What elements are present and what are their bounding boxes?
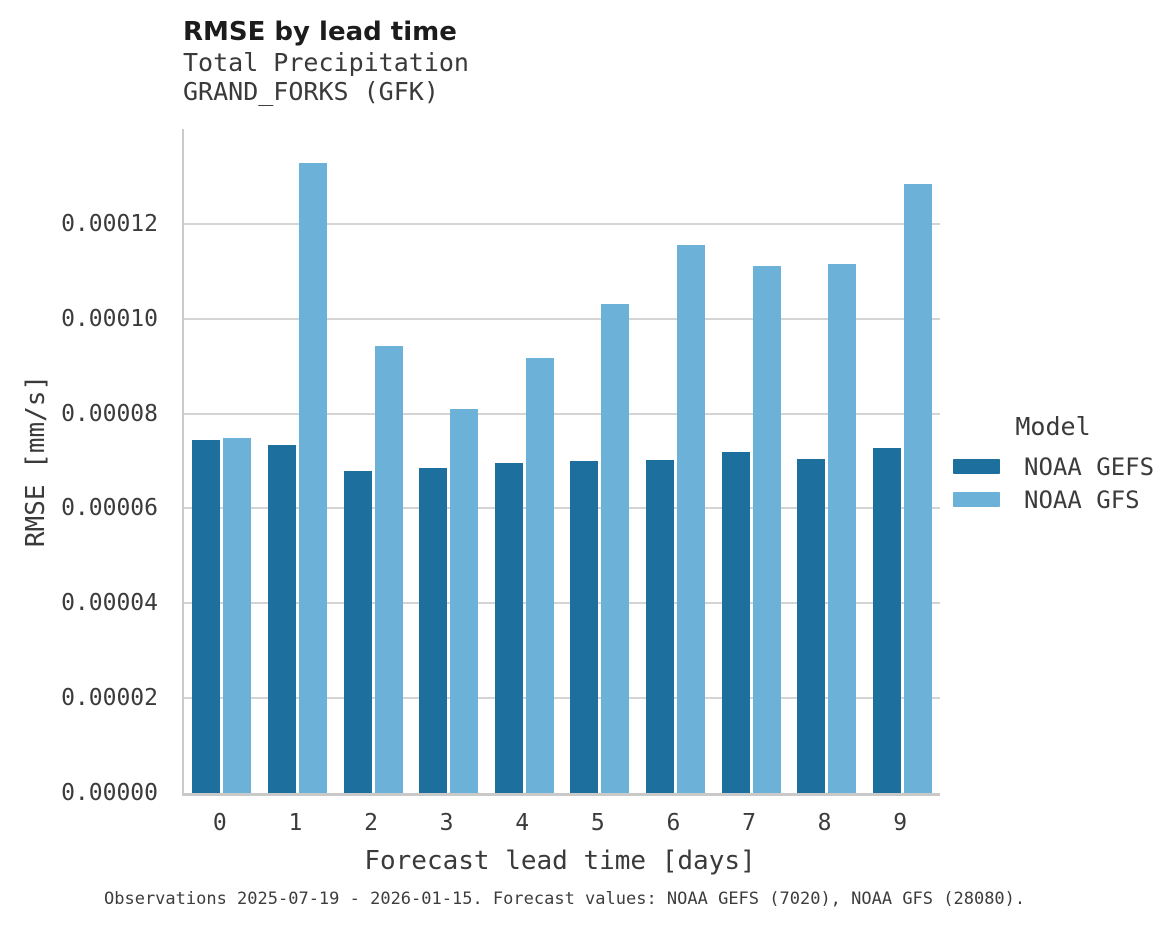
gridline-0.00008: [184, 412, 940, 415]
x-tick-label-5: 5: [590, 810, 605, 836]
chart-subtitle-variable: Total Precipitation: [183, 48, 469, 77]
bar-noaa-gfs-day0: [223, 438, 252, 793]
legend-label-noaa-gefs: NOAA GEFS: [1024, 452, 1155, 481]
bar-noaa-gefs-day1: [267, 445, 296, 793]
x-tick-label-7: 7: [742, 810, 756, 836]
legend-swatch-noaa-gfs: [953, 492, 1000, 507]
legend-title: Model: [1015, 412, 1091, 441]
x-tick-label-1: 1: [288, 810, 303, 836]
bar-noaa-gefs-day6: [645, 460, 674, 793]
y-tick-label: 0.00006: [61, 495, 158, 522]
y-axis-title: RMSE [mm/s]: [21, 374, 51, 548]
y-tick-label: 0.00008: [61, 400, 158, 427]
y-tick-label: 0.00002: [61, 685, 158, 712]
gridline-0.00006: [184, 507, 940, 510]
gridline-0.00012: [184, 222, 940, 225]
x-tick-label-6: 6: [666, 810, 681, 836]
bar-noaa-gfs-day2: [374, 345, 403, 793]
x-tick-label-4: 4: [515, 810, 530, 836]
y-tick-label: 0.00012: [61, 210, 158, 237]
legend: Model NOAA GEFS NOAA GFS: [953, 412, 1163, 516]
bar-noaa-gfs-day8: [828, 264, 857, 793]
y-tick-label: 0.00000: [61, 780, 158, 806]
chart-title: RMSE by lead time: [183, 17, 457, 47]
x-tick-label-8: 8: [817, 810, 832, 836]
gridline-0.00004: [184, 602, 940, 605]
x-tick-label-9: 9: [893, 810, 908, 836]
bar-noaa-gefs-day7: [721, 452, 750, 793]
bar-noaa-gefs-day3: [419, 467, 448, 793]
caption: Observations 2025-07-19 - 2026-01-15. Fo…: [104, 889, 1026, 909]
x-axis-title: Forecast lead time [days]: [364, 846, 756, 876]
bar-noaa-gefs-day0: [192, 439, 221, 793]
x-tick-label-3: 3: [439, 810, 454, 836]
bar-noaa-gfs-day9: [903, 183, 932, 793]
legend-entry-gfs: NOAA GFS: [953, 483, 1163, 516]
legend-label-noaa-gfs: NOAA GFS: [1024, 485, 1140, 514]
chart-subtitle-station: GRAND_FORKS (GFK): [183, 77, 439, 106]
x-tick-label-0: 0: [212, 810, 227, 836]
bar-noaa-gfs-day3: [450, 408, 479, 793]
bar-noaa-gfs-day1: [298, 163, 327, 793]
bar-noaa-gefs-day5: [570, 461, 599, 793]
bar-noaa-gfs-day4: [525, 358, 554, 793]
bar-noaa-gfs-day7: [752, 265, 781, 793]
legend-entry-gefs: NOAA GEFS: [953, 450, 1163, 483]
plot-panel: [182, 129, 940, 796]
legend-swatch-noaa-gefs: [953, 459, 1000, 474]
bar-noaa-gfs-day6: [676, 245, 705, 793]
bar-noaa-gefs-day9: [872, 448, 901, 793]
gridline-0.00010: [184, 317, 940, 320]
y-tick-label: 0.00004: [61, 590, 158, 617]
bar-noaa-gefs-day4: [494, 463, 523, 793]
title-block: RMSE by lead time Total Precipitation GR…: [183, 16, 469, 106]
y-tick-label: 0.00010: [61, 305, 158, 332]
bar-noaa-gefs-day8: [797, 459, 826, 793]
gridline-0.00002: [184, 697, 940, 700]
bar-noaa-gfs-day5: [601, 304, 630, 793]
bar-noaa-gefs-day2: [343, 471, 372, 793]
x-tick-label-2: 2: [364, 810, 378, 836]
